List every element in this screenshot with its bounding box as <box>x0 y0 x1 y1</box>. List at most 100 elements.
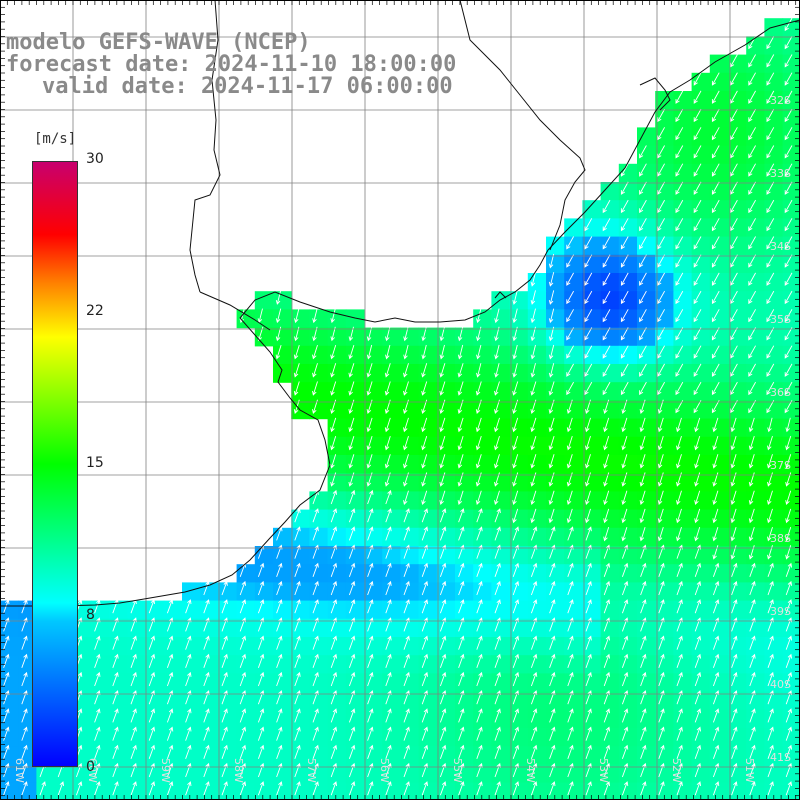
wind-speed-cell <box>309 527 329 547</box>
wind-speed-cell <box>782 91 800 110</box>
wind-arrow <box>603 562 611 577</box>
wind-speed-cell <box>618 600 638 620</box>
wind-arrow <box>675 236 684 250</box>
wind-speed-cell <box>509 327 529 347</box>
wind-speed-cell <box>273 709 292 729</box>
wind-arrow <box>640 744 647 759</box>
wind-speed-cell <box>673 145 693 165</box>
wind-arrow <box>748 508 755 524</box>
wind-arrow <box>94 635 101 650</box>
wind-speed-cell <box>637 564 656 583</box>
wind-speed-cell <box>728 182 747 201</box>
wind-arrow <box>21 744 28 759</box>
wind-speed-cell <box>637 273 656 292</box>
wind-speed-cell <box>127 728 147 747</box>
wind-speed-cell <box>436 491 456 511</box>
wind-arrow <box>748 199 756 214</box>
wind-arrow <box>439 781 447 796</box>
wind-speed-cell <box>382 764 401 784</box>
wind-arrow <box>694 635 702 650</box>
wind-speed-cell <box>473 491 492 511</box>
wind-speed-cell <box>291 582 310 602</box>
wind-speed-cell <box>746 491 765 511</box>
wind-speed-cell <box>436 564 456 583</box>
wind-speed-cell <box>728 691 747 711</box>
wind-speed-cell <box>673 455 693 474</box>
wind-arrow <box>530 744 538 759</box>
wind-speed-cell <box>582 527 602 547</box>
wind-arrow <box>639 309 647 323</box>
wind-speed-cell <box>618 436 638 456</box>
wind-arrow <box>548 417 555 433</box>
wind-arrow <box>530 526 538 541</box>
wind-speed-cell <box>527 291 547 310</box>
wind-speed-cell <box>709 618 729 638</box>
wind-arrow <box>693 181 702 195</box>
wind-arrow <box>748 181 756 195</box>
wind-speed-cell <box>327 709 347 729</box>
wind-speed-cell <box>455 728 474 747</box>
wind-speed-cell <box>709 527 729 547</box>
wind-speed-cell <box>364 600 383 620</box>
wind-arrow <box>366 454 373 469</box>
wind-arrow <box>421 671 429 687</box>
wind-speed-cell <box>746 509 765 529</box>
wind-arrow <box>767 635 774 650</box>
wind-arrow <box>767 708 774 723</box>
wind-arrow <box>694 562 702 577</box>
wind-speed-cell <box>691 746 711 765</box>
wind-speed-cell <box>273 564 292 583</box>
wind-arrow <box>549 744 556 759</box>
wind-speed-cell <box>491 546 511 565</box>
wind-speed-cell <box>491 491 511 511</box>
wind-arrow <box>767 726 774 741</box>
wind-speed-cell <box>345 582 365 602</box>
wind-arrow <box>712 545 719 560</box>
wind-speed-cell <box>436 509 456 529</box>
wind-arrow <box>148 781 156 796</box>
wind-speed-cell <box>364 364 383 383</box>
wind-speed-cell <box>782 72 800 92</box>
wind-speed-cell <box>637 728 656 747</box>
wind-speed-cell <box>764 764 784 784</box>
wind-speed-cell <box>436 691 456 711</box>
wind-speed-cell <box>109 764 128 784</box>
wind-arrow <box>748 363 756 377</box>
wind-arrow <box>602 236 611 250</box>
wind-speed-cell <box>764 54 784 74</box>
wind-speed-cell <box>746 145 765 165</box>
wind-speed-cell <box>637 382 656 401</box>
wind-arrow <box>512 381 519 396</box>
latitude-label: 37S <box>770 459 791 472</box>
wind-arrow <box>585 417 591 433</box>
wind-arrow <box>549 671 556 687</box>
wind-arrow <box>658 708 665 723</box>
wind-speed-cell <box>564 364 583 383</box>
wind-speed-cell <box>109 728 128 747</box>
wind-arrow <box>294 726 301 741</box>
wind-speed-cell <box>728 218 747 238</box>
wind-speed-cell <box>746 254 765 274</box>
wind-arrow <box>330 762 338 778</box>
wind-speed-cell <box>509 400 529 420</box>
wind-arrow <box>148 762 156 778</box>
wind-speed-cell <box>145 655 165 674</box>
wind-arrow <box>639 526 646 542</box>
wind-speed-cell <box>527 582 547 602</box>
wind-arrow <box>767 435 773 451</box>
wind-arrow <box>348 781 356 796</box>
wind-speed-cell <box>527 327 547 347</box>
wind-arrow <box>530 762 538 778</box>
wind-speed-cell <box>509 782 529 800</box>
wind-speed-cell <box>673 527 693 547</box>
wind-arrow <box>421 708 429 723</box>
wind-arrow <box>767 545 773 560</box>
wind-arrow <box>276 526 283 541</box>
wind-speed-cell <box>691 691 711 711</box>
wind-speed-cell <box>436 436 456 456</box>
wind-speed-cell <box>509 546 529 565</box>
wind-speed-cell <box>254 764 274 784</box>
wind-arrow <box>658 580 665 596</box>
wind-arrow <box>785 653 793 668</box>
wind-speed-cell <box>782 18 800 37</box>
